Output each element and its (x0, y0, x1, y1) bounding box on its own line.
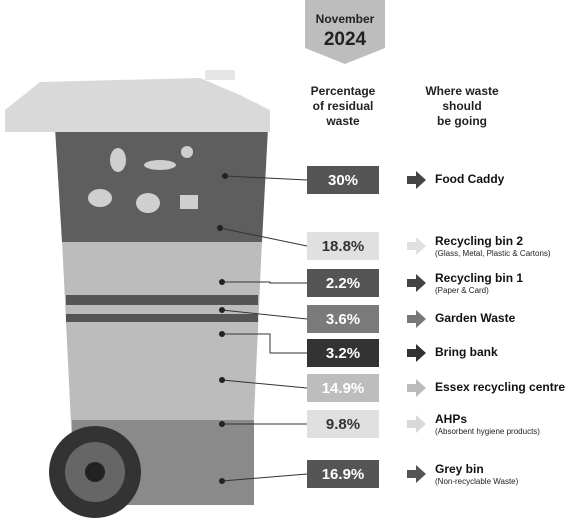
column-heading: should (442, 99, 481, 113)
percent-box (307, 339, 379, 367)
destination-note: (Absorbent hygiene products) (435, 427, 540, 436)
connector-dot (217, 225, 223, 231)
percent-box (307, 410, 379, 438)
rows: 30% Food Caddy 18.8% Recycling bin 2(Glass,… (217, 166, 565, 488)
arrow (407, 344, 426, 362)
connector (219, 227, 308, 247)
arrow (407, 465, 426, 483)
destination: Recycling bin 1 (435, 271, 523, 285)
connector-dot (219, 478, 225, 484)
percent: 3.2% (326, 345, 360, 362)
column-heading: Where waste (425, 84, 499, 98)
connector (221, 473, 308, 482)
connector-dot (219, 421, 225, 427)
bin-lid (5, 78, 270, 132)
arrow (407, 171, 426, 189)
destination: Grey bin (435, 462, 484, 476)
column-heading: be going (437, 114, 487, 128)
destination: AHPs (435, 412, 467, 426)
column-heading: of residual (313, 99, 374, 113)
connector-dot (219, 279, 225, 285)
connector (224, 175, 308, 181)
arrow (407, 310, 426, 328)
bin (5, 70, 270, 518)
destination: Garden Waste (435, 311, 516, 325)
percent: 2.2% (326, 275, 360, 292)
date-badge (305, 0, 385, 64)
column-heading: waste (325, 114, 360, 128)
percent-box (307, 269, 379, 297)
percent-box (307, 232, 379, 260)
month: November (316, 12, 375, 26)
percent: 3.6% (326, 311, 360, 328)
destination: Essex recycling centre (435, 380, 565, 394)
destination: Bring bank (435, 345, 498, 359)
wheel-center (85, 462, 105, 482)
connector-dot (219, 307, 225, 313)
connector-dot (219, 331, 225, 337)
destination-note: (Paper & Card) (435, 286, 489, 295)
connector (222, 281, 307, 284)
destination: Recycling bin 2 (435, 234, 523, 248)
arrow (407, 274, 426, 292)
destination-note: (Glass, Metal, Plastic & Cartons) (435, 249, 551, 258)
arrow (407, 237, 426, 255)
percent: 18.8% (322, 238, 365, 255)
connector-dot (219, 377, 225, 383)
year: 2024 (324, 29, 367, 50)
food-icons (88, 146, 198, 213)
bin-handle (205, 70, 235, 80)
percent-box (307, 166, 379, 194)
destination-note: (Non-recyclable Waste) (435, 477, 519, 486)
percent-box (307, 460, 379, 488)
arrow (407, 379, 426, 397)
connector-dot (222, 173, 228, 179)
percent: 9.8% (326, 416, 360, 433)
column-heading: Percentage (311, 84, 376, 98)
percent-box (307, 374, 379, 402)
percent: 14.9% (322, 380, 365, 397)
destination: Food Caddy (435, 172, 505, 186)
connector (222, 333, 307, 354)
arrow (407, 415, 426, 433)
connector (221, 309, 308, 320)
bin-top (55, 128, 268, 242)
bin-stripe (66, 314, 258, 322)
bin-stripe (66, 295, 258, 305)
percent: 16.9% (322, 466, 365, 483)
percent: 30% (328, 172, 358, 189)
connector (221, 379, 308, 389)
percent-box (307, 305, 379, 333)
